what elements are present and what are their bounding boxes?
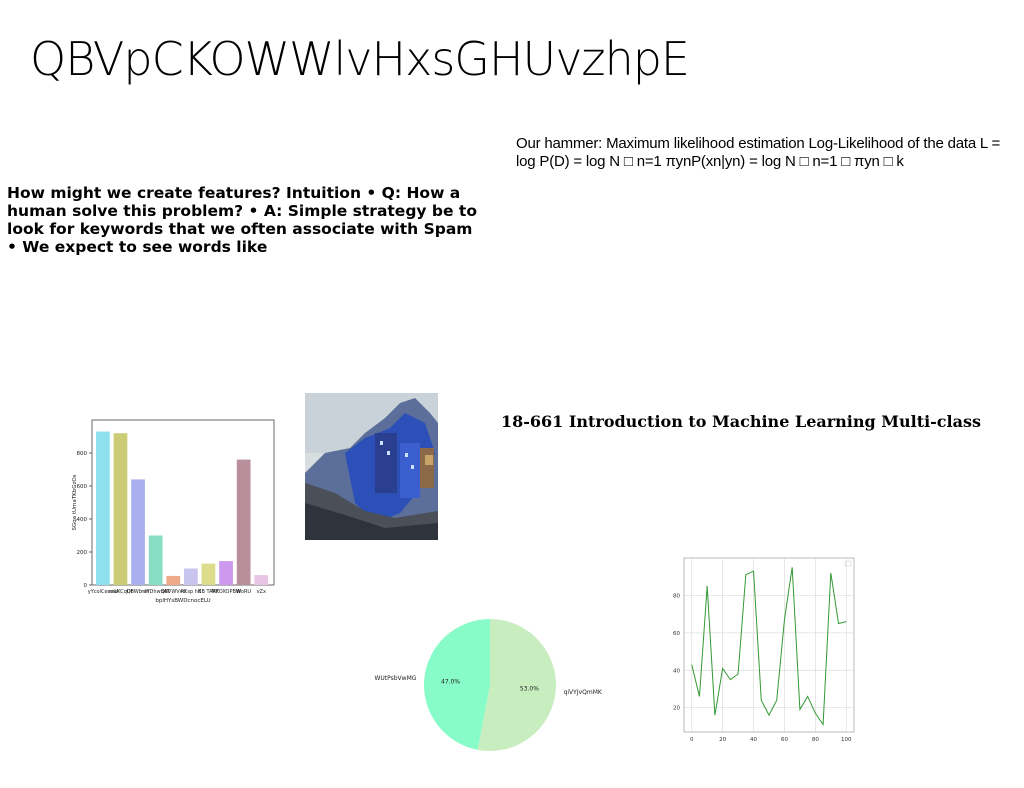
- mle-text-block: Our hammer: Maximum likelihood estimatio…: [516, 135, 1001, 170]
- bar-x-tick-label: yYcolCeswU: [88, 589, 118, 595]
- pie-pct-label: 47.0%: [441, 678, 460, 685]
- page-title: QBVpCKOWWlvHxsGHUvzhpE: [30, 32, 690, 86]
- line-legend-box: [844, 560, 852, 567]
- line-x-tick-label: 80: [812, 737, 819, 743]
- bar: [201, 563, 216, 585]
- bar-y-tick-label: 600: [77, 484, 88, 490]
- bar: [219, 561, 233, 585]
- bar: [148, 535, 163, 585]
- coastal-village-photo: [305, 393, 438, 540]
- bar: [184, 568, 198, 585]
- pie-slice-label: WUtPsbVwMG: [374, 675, 416, 682]
- pie-slice: [477, 619, 556, 751]
- bar-y-tick-label: 200: [77, 550, 88, 556]
- bar: [131, 479, 145, 585]
- bar-x-tick-label: QBVWVvd: [161, 589, 186, 595]
- bar-x-tick-label: BB TARF: [198, 589, 219, 595]
- bar-x-axis-label: bplHYsBWDcnocELU: [155, 598, 210, 604]
- line-y-tick-label: 40: [673, 668, 680, 674]
- bar-y-tick-label: 0: [84, 583, 88, 589]
- bar: [166, 575, 181, 585]
- bar: [113, 433, 128, 585]
- bar-x-tick-label: RKsp hK: [181, 589, 202, 595]
- line-chart: 20 40 60 80 0 20 40 60 80 100: [673, 557, 855, 743]
- line-x-tick-label: 20: [719, 737, 726, 743]
- line-series: [691, 567, 847, 727]
- bar: [96, 431, 110, 585]
- line-y-tick-label: 20: [673, 706, 680, 712]
- bar-x-tick-label: nWDhwdAT: [141, 589, 170, 595]
- line-y-tick-label: 60: [673, 631, 680, 637]
- bar-x-tick-label: WoRU: [236, 589, 251, 595]
- line-plot-frame: [683, 557, 855, 733]
- bar-x-tick-label: vZx: [257, 589, 266, 595]
- features-text-block: How might we create features? Intuition …: [7, 184, 477, 256]
- line-x-tick-label: 40: [750, 737, 757, 743]
- line-y-tick-label: 80: [673, 593, 680, 599]
- line-x-tick-label: 60: [781, 737, 788, 743]
- bar-y-axis-label: SGqa tUmaTKbGzOs: [72, 474, 78, 530]
- pie-chart: 53.0% qiVYJvQmMK 47.0% WUtPsbVwMG: [374, 619, 603, 751]
- bar-y-tick-label: 400: [77, 517, 88, 523]
- pie-slice: [423, 619, 490, 750]
- bar-y-tick-label: 800: [77, 451, 88, 457]
- bar-x-tick-label: MKOXOPBW: [211, 589, 240, 595]
- bar: [236, 459, 251, 585]
- bar: [254, 575, 269, 585]
- pie-slice-label: qiVYJvQmMK: [564, 689, 603, 696]
- bar-x-tick-label: QBWb aY: [127, 589, 151, 595]
- course-heading: 18-661 Introduction to Machine Learning …: [501, 412, 981, 431]
- line-x-tick-label: 0: [690, 737, 694, 743]
- pie-pct-label: 53.0%: [520, 686, 539, 693]
- bar-plot-frame: [91, 419, 275, 586]
- line-x-tick-label: 100: [841, 737, 852, 743]
- bar-x-tick-label: mwKCqDf: [108, 589, 132, 595]
